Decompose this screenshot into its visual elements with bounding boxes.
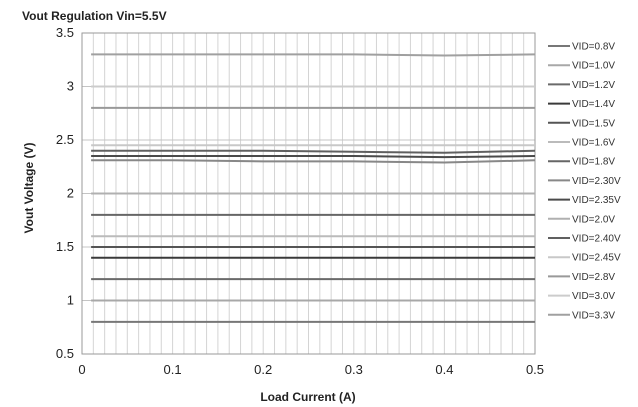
x-tick-label: 0.5 xyxy=(526,362,544,377)
legend-entry: VID=1.5V xyxy=(572,118,615,129)
x-tick-label: 0.4 xyxy=(435,362,453,377)
legend: VID=0.8V VID=1.0V VID=1.2V VID=1.4V VID=1.5V… xyxy=(548,42,621,321)
legend-entry: VID=1.0V xyxy=(572,61,615,72)
legend-entry: VID=1.8V xyxy=(572,157,615,168)
x-tick-label: 0.3 xyxy=(345,362,363,377)
x-tick-label: 0.1 xyxy=(164,362,182,377)
y-tick-label: 2.5 xyxy=(56,132,74,147)
legend-entry: VID=1.4V xyxy=(572,99,615,110)
legend-entry: VID=2.35V xyxy=(572,195,621,206)
legend-entry: VID=0.8V xyxy=(572,42,615,53)
series-line-14 xyxy=(91,53,536,57)
y-tick-label: 1.5 xyxy=(56,239,74,254)
legend-entry: VID=3.0V xyxy=(572,291,615,302)
y-tick-label: 1 xyxy=(67,293,74,308)
y-tick-label: 3.5 xyxy=(56,25,74,40)
x-tick-label: 0 xyxy=(78,362,85,377)
legend-entry: VID=2.8V xyxy=(572,272,615,283)
legend-entry: VID=2.0V xyxy=(572,214,615,225)
series-line-10 xyxy=(91,149,536,154)
legend-entry: VID=2.45V xyxy=(572,253,621,264)
y-axis-ticks: 0.5 1 1.5 2 2.5 3 3.5 xyxy=(56,25,74,361)
legend-entry: VID=1.6V xyxy=(572,138,615,149)
legend-entry: VID=2.40V xyxy=(572,234,621,245)
chart-title: Vout Regulation Vin=5.5V xyxy=(22,9,167,23)
y-tick-label: 0.5 xyxy=(56,346,74,361)
y-tick-label: 2 xyxy=(67,186,74,201)
x-axis-ticks: 0 0.1 0.2 0.3 0.4 0.5 xyxy=(78,362,544,377)
y-axis-label: Vout Voltage (V) xyxy=(22,143,36,234)
series-line-8 xyxy=(91,155,536,159)
series-lines xyxy=(91,53,536,323)
x-tick-label: 0.2 xyxy=(254,362,272,377)
legend-entry: VID=3.3V xyxy=(572,310,615,321)
series-line-7 xyxy=(91,159,536,164)
legend-entry: VID=2.30V xyxy=(572,176,621,187)
x-axis-label: Load Current (A) xyxy=(260,390,355,404)
legend-entry: VID=1.2V xyxy=(572,80,615,91)
y-tick-label: 3 xyxy=(67,79,74,94)
